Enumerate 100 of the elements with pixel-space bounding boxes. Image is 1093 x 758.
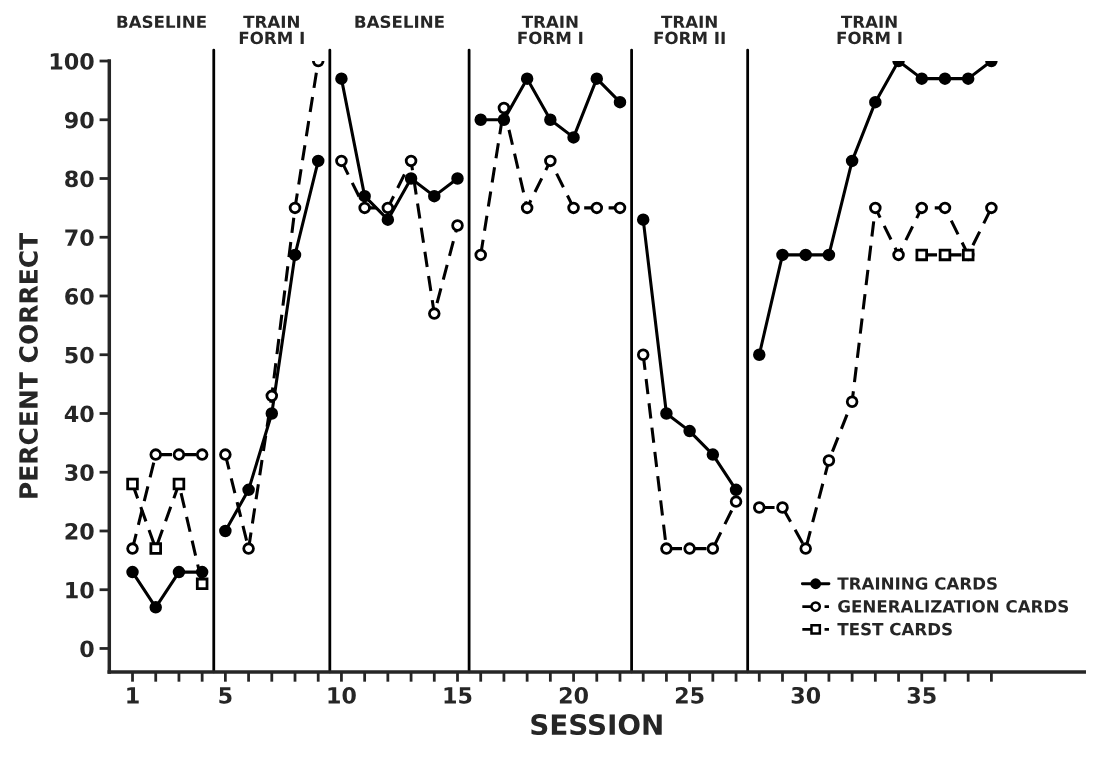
point: [520, 72, 534, 85]
point: [799, 542, 812, 555]
point: [636, 213, 650, 226]
point: [869, 95, 882, 109]
point: [683, 424, 696, 438]
point: [985, 201, 998, 215]
point: [613, 95, 627, 109]
point: [265, 389, 279, 403]
x-tick-label: 1: [127, 687, 139, 704]
point: [335, 72, 348, 85]
point: [636, 348, 650, 361]
point: [358, 189, 371, 203]
point: [451, 172, 464, 185]
text: TRAIN FORM II: [654, 15, 725, 45]
point: [544, 113, 557, 127]
point: [799, 248, 812, 262]
point: [683, 542, 696, 555]
y-tick-label: 50: [65, 346, 94, 364]
point: [590, 201, 604, 215]
point: [706, 542, 720, 555]
point: [753, 348, 766, 361]
point: [590, 72, 604, 85]
point: [474, 113, 487, 127]
y-tick-label: 30: [65, 464, 94, 481]
point: [219, 524, 232, 538]
y-tick-label: 60: [65, 287, 94, 305]
point: [822, 248, 836, 262]
point: [172, 448, 186, 461]
point: [845, 395, 859, 408]
point: [822, 454, 836, 467]
point: [660, 542, 673, 555]
legend-label: TRAINING CARDS: [837, 577, 997, 590]
x-tick-label: 20: [559, 686, 588, 704]
point: [753, 501, 766, 514]
x-tick-label: 30: [791, 686, 821, 704]
point: [381, 201, 395, 215]
point: [915, 201, 929, 215]
y-tick-label: 80: [65, 170, 94, 188]
point: [428, 307, 441, 320]
point: [892, 248, 905, 262]
legend-label: GENERALIZATION CARDS: [838, 600, 1069, 613]
y-tick-label: 0: [80, 640, 94, 658]
point: [544, 154, 557, 168]
point: [335, 154, 348, 168]
x-tick-label: 15: [444, 687, 472, 704]
x-tick-label: 25: [675, 686, 704, 704]
point: [195, 577, 209, 591]
point: [288, 248, 302, 262]
y-axis-title: PERCENT CORRECT: [19, 232, 38, 498]
point: [567, 131, 580, 144]
y-tick-label: 10: [66, 581, 94, 599]
x-tick-label: 35: [907, 686, 936, 704]
x-axis-title: SESSION: [531, 714, 662, 736]
point: [938, 201, 952, 215]
point: [845, 154, 859, 168]
point: [126, 542, 139, 555]
text: BASELINE: [117, 15, 206, 29]
point: [242, 542, 255, 555]
point: [613, 201, 627, 215]
point: [915, 72, 929, 85]
point: [149, 601, 162, 614]
x-tick-label: 10: [328, 686, 356, 704]
point: [428, 189, 441, 203]
point: [451, 219, 464, 232]
point: [149, 448, 162, 461]
y-tick-label: 40: [64, 405, 94, 423]
y-tick-label: 90: [64, 111, 94, 129]
point: [219, 448, 232, 461]
point: [126, 477, 139, 491]
point: [567, 201, 580, 215]
point: [938, 72, 952, 85]
text: BASELINE: [355, 15, 444, 29]
point: [474, 248, 487, 262]
point: [660, 407, 673, 420]
y-tick-label: 100: [50, 52, 94, 70]
point: [520, 201, 534, 215]
point: [776, 501, 789, 514]
point: [149, 542, 162, 555]
point: [404, 172, 418, 185]
text: TRAIN FORM I: [837, 15, 902, 45]
text: TRAIN FORM I: [239, 15, 304, 45]
point: [358, 201, 371, 215]
point: [497, 101, 511, 115]
point: [288, 201, 302, 215]
point: [172, 565, 186, 579]
point: [706, 448, 720, 461]
text: TRAIN FORM I: [518, 15, 583, 45]
point: [961, 72, 975, 85]
legend-label: TEST CARDS: [837, 622, 952, 636]
point: [776, 248, 789, 262]
y-tick-label: 20: [65, 522, 94, 540]
point: [195, 448, 209, 461]
point: [938, 248, 952, 262]
point: [172, 477, 186, 491]
point: [126, 565, 139, 579]
point: [381, 213, 395, 226]
point: [729, 483, 743, 497]
point: [242, 483, 255, 497]
point: [869, 201, 882, 215]
y-tick-label: 70: [65, 229, 94, 247]
